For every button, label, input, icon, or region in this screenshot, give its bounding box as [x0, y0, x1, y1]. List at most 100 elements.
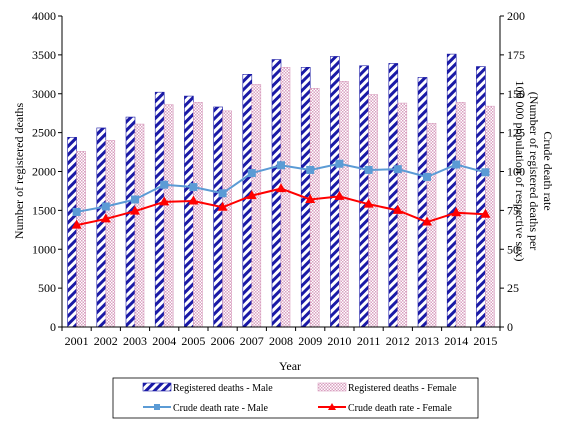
y-left-tick-label-1500: 1500	[32, 203, 56, 217]
point-crude-rate-male-2002	[101, 202, 110, 211]
y-left-tick-label-2500: 2500	[32, 126, 56, 140]
point-crude-rate-female-2009	[305, 193, 316, 203]
bar-female-2007	[251, 84, 262, 328]
bar-female-2011	[368, 94, 378, 328]
y-right-tick-label-125: 125	[507, 126, 525, 140]
x-tick-label-2010: 2010	[327, 334, 351, 348]
point-crude-rate-female-2007	[246, 190, 257, 200]
bar-male-2013	[417, 77, 428, 328]
point-crude-rate-female-2001	[71, 219, 82, 229]
x-tick-label-2004: 2004	[152, 334, 176, 348]
bar-female-2009	[309, 88, 320, 328]
bar-female-2002	[105, 140, 116, 328]
legend-swatch-female-bar	[317, 382, 347, 392]
bar-male-2012	[388, 63, 399, 328]
y-right-tick-label-150: 150	[507, 87, 525, 101]
point-crude-rate-female-2004	[159, 196, 170, 206]
point-crude-rate-male-2004	[160, 180, 169, 189]
legend-marker-male-line	[154, 404, 160, 410]
bar-male-2001	[67, 136, 77, 328]
point-crude-rate-male-2009	[306, 165, 315, 174]
y-axis-left-title: Number of registered deaths	[12, 103, 26, 240]
point-crude-rate-male-2005	[189, 183, 198, 192]
bar-male-2015	[476, 66, 486, 328]
plot-area	[67, 53, 495, 328]
bar-female-2012	[397, 102, 408, 328]
y-left-tick-label-2000: 2000	[32, 165, 56, 179]
x-tick-label-2015: 2015	[473, 334, 497, 348]
bar-male-2014	[446, 53, 457, 328]
x-tick-label-2003: 2003	[123, 334, 147, 348]
bar-male-2005	[184, 95, 194, 328]
point-crude-rate-female-2012	[392, 204, 403, 214]
bar-female-2003	[134, 123, 145, 328]
point-crude-rate-female-2014	[451, 207, 462, 217]
point-crude-rate-female-2010	[334, 190, 345, 200]
x-tick-label-2012: 2012	[386, 334, 410, 348]
y-right-tick-label-200: 200	[507, 9, 525, 23]
point-crude-rate-female-2015	[480, 208, 491, 218]
bar-male-2011	[359, 65, 369, 328]
point-crude-rate-male-2014	[452, 160, 461, 169]
x-tick-label-2011: 2011	[357, 334, 381, 348]
point-crude-rate-male-2010	[335, 159, 344, 168]
legend-label-female-bar: Registered deaths - Female	[348, 383, 457, 394]
y-axis-right-title-line3: 100 000 population of respective sex)	[513, 81, 527, 262]
point-crude-rate-female-2005	[188, 195, 199, 205]
legend-label-male-bar: Registered deaths - Male	[173, 383, 273, 394]
point-crude-rate-female-2008	[276, 183, 286, 193]
x-tick-label-2009: 2009	[298, 334, 322, 348]
axes: 0500100015002000250030003500400002550751…	[32, 9, 525, 348]
y-right-tick-label-175: 175	[507, 48, 525, 62]
bar-male-2006	[213, 106, 223, 328]
x-tick-label-2008: 2008	[269, 334, 293, 348]
x-tick-label-2001: 2001	[65, 334, 89, 348]
legend-marker-female-line	[328, 403, 336, 410]
legend-label-male-line: Crude death rate - Male	[173, 403, 269, 414]
y-left-tick-label-0: 0	[50, 320, 56, 334]
y-axis-right-title-line1: Crude death rate	[541, 131, 555, 210]
bar-female-2001	[76, 150, 86, 328]
y-right-tick-label-25: 25	[507, 281, 519, 295]
point-crude-rate-female-2003	[130, 205, 140, 215]
bar-female-2006	[222, 110, 232, 328]
y-right-tick-label-0: 0	[507, 320, 513, 334]
point-crude-rate-female-2011	[363, 198, 374, 208]
y-left-tick-label-3500: 3500	[32, 48, 56, 62]
legend-box	[112, 377, 479, 419]
y-right-tick-label-100: 100	[507, 165, 525, 179]
y-left-tick-label-500: 500	[38, 281, 56, 295]
x-tick-label-2006: 2006	[211, 334, 235, 348]
point-crude-rate-female-2013	[422, 216, 432, 226]
y-left-tick-label-1000: 1000	[32, 242, 56, 256]
x-tick-label-2013: 2013	[415, 334, 439, 348]
y-left-tick-label-3000: 3000	[32, 87, 56, 101]
bar-female-2005	[193, 102, 203, 328]
x-tick-label-2005: 2005	[181, 334, 205, 348]
legend: Registered deaths - Male Registered deat…	[112, 377, 479, 419]
x-tick-label-2014: 2014	[444, 334, 468, 348]
y-right-tick-label-50: 50	[507, 242, 519, 256]
y-left-tick-label-4000: 4000	[32, 9, 56, 23]
bar-female-2008	[280, 67, 291, 328]
point-crude-rate-male-2013	[423, 172, 431, 181]
y-right-tick-label-75: 75	[507, 203, 519, 217]
bar-male-2004	[154, 91, 165, 328]
legend-swatch-male-bar	[142, 382, 172, 392]
bar-male-2008	[271, 59, 282, 328]
point-crude-rate-male-2001	[72, 207, 81, 216]
point-crude-rate-female-2006	[217, 201, 228, 211]
x-axis-title: Year	[279, 359, 301, 373]
bar-female-2010	[339, 81, 349, 328]
point-crude-rate-male-2015	[481, 168, 490, 177]
point-crude-rate-male-2011	[364, 165, 373, 174]
y-axis-right-title-line2: (Number of registered deaths per	[527, 92, 541, 251]
x-tick-label-2002: 2002	[94, 334, 118, 348]
bar-male-2010	[330, 56, 340, 328]
bar-male-2003	[125, 116, 136, 328]
bar-male-2007	[242, 74, 253, 328]
point-crude-rate-male-2006	[218, 189, 227, 198]
bar-female-2004	[163, 104, 174, 328]
point-crude-rate-female-2002	[100, 213, 111, 223]
